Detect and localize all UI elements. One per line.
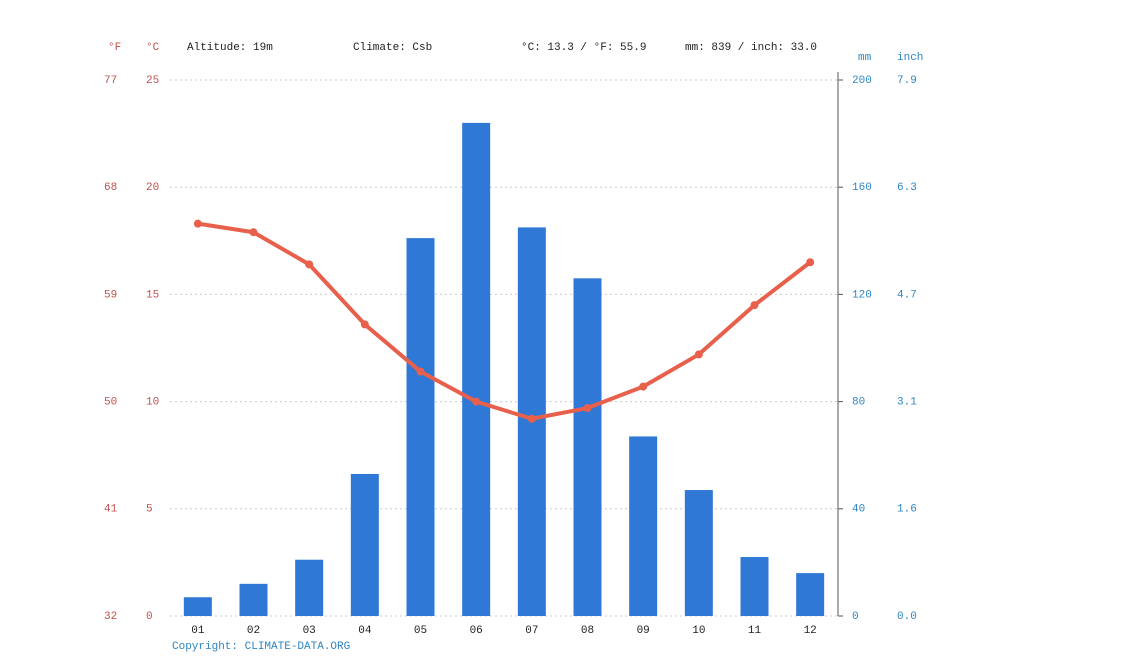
- y2-tick-label: 40: [852, 504, 865, 516]
- y2-tick-label-inch: 6.3: [897, 182, 917, 194]
- bar: [462, 122, 491, 616]
- temperature-point: [806, 258, 815, 267]
- bar: [295, 559, 324, 616]
- temperature-point: [193, 219, 202, 228]
- bar: [796, 573, 825, 616]
- unit-label: mm: [858, 52, 872, 64]
- bar: [629, 436, 658, 616]
- x-tick-label: 08: [581, 625, 594, 637]
- altitude: Altitude: 19m: [187, 42, 273, 54]
- y2-tick-label: 0: [852, 611, 859, 623]
- y-tick-label-f: 50: [104, 397, 117, 409]
- y2-tick-label: 120: [852, 289, 872, 301]
- x-tick-label: 06: [470, 625, 483, 637]
- x-tick-label: 04: [358, 625, 372, 637]
- y-tick-label-f: 68: [104, 182, 117, 194]
- unit-label: °F: [108, 42, 121, 54]
- bar: [406, 238, 435, 616]
- y-tick-label: 10: [146, 397, 159, 409]
- temperature-point: [639, 382, 648, 391]
- x-tick-label: 07: [525, 625, 538, 637]
- y2-tick-label-inch: 0.0: [897, 611, 917, 623]
- x-tick-label: 12: [804, 625, 817, 637]
- temperature-point: [694, 350, 703, 359]
- x-tick-label: 02: [247, 625, 260, 637]
- y2-tick-label-inch: 7.9: [897, 75, 917, 87]
- y2-tick-label-inch: 4.7: [897, 289, 917, 301]
- temperature-point: [583, 404, 592, 413]
- x-tick-label: 11: [748, 625, 762, 637]
- x-tick-label: 01: [191, 625, 205, 637]
- bar: [740, 557, 769, 616]
- temperature-point: [750, 301, 759, 310]
- y-tick-label: 20: [146, 182, 159, 194]
- y2-tick-label-inch: 3.1: [897, 397, 917, 409]
- bar: [573, 278, 602, 616]
- temperature-point: [360, 320, 369, 329]
- temperature-point: [249, 228, 258, 237]
- x-tick-label: 05: [414, 625, 427, 637]
- y2-tick-label-inch: 1.6: [897, 504, 917, 516]
- y-tick-label: 25: [146, 75, 159, 87]
- y-tick-label: 5: [146, 504, 153, 516]
- temperature-point: [472, 397, 481, 406]
- unit-label: °C: [146, 42, 160, 54]
- x-tick-label: 09: [637, 625, 650, 637]
- y-tick-label-f: 77: [104, 75, 117, 87]
- temperature-point: [416, 367, 425, 376]
- precip-total: mm: 839 / inch: 33.0: [685, 42, 817, 54]
- y-tick-label-f: 59: [104, 289, 117, 301]
- x-tick-label: 10: [692, 625, 705, 637]
- temp-mean: °C: 13.3 / °F: 55.9: [521, 42, 646, 54]
- unit-label: inch: [897, 52, 923, 64]
- climate: Climate: Csb: [353, 42, 432, 54]
- y-tick-label: 15: [146, 289, 159, 301]
- y2-tick-label: 80: [852, 397, 865, 409]
- copyright: Copyright: CLIMATE-DATA.ORG: [172, 641, 350, 653]
- x-tick-label: 03: [303, 625, 316, 637]
- y-tick-label-f: 32: [104, 611, 117, 623]
- bar: [684, 490, 713, 616]
- temperature-line: [197, 221, 812, 421]
- temperature-point: [527, 414, 536, 423]
- y2-tick-label: 160: [852, 182, 872, 194]
- bar: [350, 473, 379, 616]
- y2-tick-label: 200: [852, 75, 872, 87]
- bar: [239, 583, 268, 616]
- y-tick-label-f: 41: [104, 504, 118, 516]
- temperature-point: [305, 260, 314, 269]
- bar: [183, 597, 212, 616]
- y-tick-label: 0: [146, 611, 153, 623]
